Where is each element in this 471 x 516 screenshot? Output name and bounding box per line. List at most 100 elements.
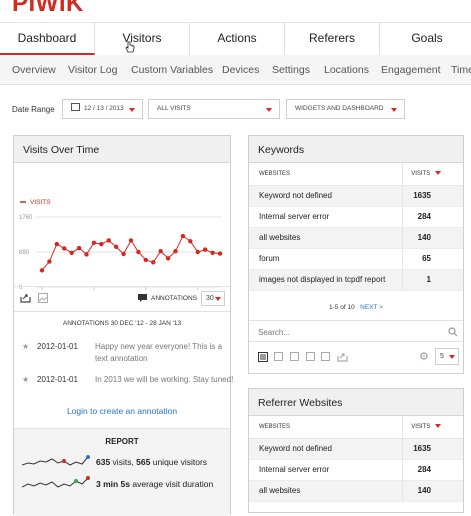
search-input[interactable]: [258, 325, 438, 339]
subnav-visitor-log[interactable]: Visitor Log: [68, 64, 118, 76]
avg-duration: 3 min 5s: [96, 479, 131, 489]
segment-select[interactable]: ALL VISITS: [148, 99, 280, 119]
annotations-panel: ANNOTATIONS 30 DEC '12 - 28 JAN '13 ★ 20…: [14, 311, 233, 429]
column-header-label[interactable]: WEBSITES: [249, 163, 403, 186]
subnav-custom-variables[interactable]: Custom Variables: [131, 64, 214, 76]
tab-goals[interactable]: Goals: [380, 23, 471, 55]
avg-duration-unit: average visit duration: [130, 479, 214, 489]
report-panel: REPORT 635 visits, 565 unique visitors 3…: [14, 428, 230, 516]
keywords-widget: Keywords WEBSITES VISITS Keyword not def…: [248, 135, 464, 374]
annotation-icon: [138, 294, 147, 302]
visits-data-point: [151, 260, 156, 265]
column-header-label[interactable]: WEBSITES: [249, 416, 403, 439]
visits-count: 635: [96, 457, 111, 467]
star-icon[interactable]: ★: [22, 375, 30, 384]
login-link[interactable]: Login to create an annotation: [66, 406, 178, 416]
visits-data-point: [136, 249, 141, 255]
visits-data-point: [158, 249, 163, 254]
subnav-locations[interactable]: Locations: [324, 64, 369, 76]
row-visits: 140: [402, 227, 463, 249]
widget-title[interactable]: Referrer Websites: [249, 389, 463, 416]
visits-unit: visits,: [110, 457, 137, 467]
tab-actions[interactable]: Actions: [190, 23, 285, 55]
annotations-button[interactable]: ANNOTATIONS: [151, 295, 197, 302]
unique-visitors-unit: unique visitors: [150, 457, 208, 467]
export-icon[interactable]: [20, 293, 31, 303]
visits-data-point: [47, 259, 52, 264]
visits-data-point: [99, 241, 104, 247]
pie-chart-icon[interactable]: [306, 352, 315, 361]
visits-stat: 635 visits, 565 unique visitors: [96, 457, 207, 467]
limit-select[interactable]: 5: [435, 348, 459, 365]
table-row[interactable]: all websites 140: [249, 227, 463, 249]
limit-value: 5: [440, 353, 444, 360]
image-icon[interactable]: [38, 293, 48, 303]
bar-chart-icon[interactable]: [290, 352, 299, 361]
visits-data-point: [195, 249, 200, 255]
subnav-overview[interactable]: Overview: [12, 64, 56, 76]
gear-icon[interactable]: ⚙: [419, 351, 429, 363]
date-value: 12 / 13 / 2013: [84, 105, 124, 112]
period-value: 30: [206, 295, 214, 302]
search-row: [249, 320, 463, 342]
row-visits: 1635: [402, 185, 463, 207]
search-icon[interactable]: [448, 327, 458, 337]
tab-visitors[interactable]: Visitors: [95, 23, 190, 55]
chevron-down-icon: [129, 108, 135, 112]
visits-data-point: [165, 256, 171, 261]
visits-data-point: [69, 250, 74, 255]
visits-data-point: [202, 247, 208, 252]
next-page-link[interactable]: NEXT >: [360, 304, 383, 311]
table-row[interactable]: Keyword not defined 1635: [249, 185, 463, 207]
widgets-select[interactable]: WIDGETS AND DASHBOARD: [286, 99, 405, 119]
subnav-devices[interactable]: Devices: [222, 64, 260, 76]
visits-data-point: [210, 250, 215, 255]
table-row[interactable]: Internal server error 284: [249, 206, 463, 228]
row-visits: 284: [402, 459, 463, 481]
chevron-down-icon: [215, 297, 221, 301]
date-range-label: Date Range: [12, 105, 55, 114]
visits-data-point: [128, 238, 134, 243]
row-visits: 1635: [402, 438, 463, 460]
period-select[interactable]: 30: [201, 291, 225, 306]
visits-data-point: [39, 268, 45, 273]
chevron-down-icon: [391, 108, 397, 112]
table-row[interactable]: all websites 140: [249, 480, 463, 502]
table-more-icon[interactable]: [274, 352, 283, 361]
widget-title[interactable]: Keywords: [249, 136, 463, 163]
visits-data-point: [173, 249, 178, 254]
referrer-websites-widget: Referrer Websites WEBSITES VISITS Keywor…: [248, 388, 464, 513]
subnav-time[interactable]: Time: [451, 64, 471, 76]
tag-cloud-icon[interactable]: [321, 352, 330, 361]
table-row[interactable]: forum 65: [249, 248, 463, 270]
table-row[interactable]: images not displayed in tcpdf report 1: [249, 269, 463, 291]
row-label: Keyword not defined: [249, 438, 403, 460]
column-header-visits[interactable]: VISITS: [402, 163, 463, 186]
column-header-visits[interactable]: VISITS: [402, 416, 463, 439]
tab-dashboard[interactable]: Dashboard: [0, 23, 95, 55]
export-icon[interactable]: [337, 352, 348, 362]
table-row[interactable]: Internal server error 284: [249, 459, 463, 481]
date-picker[interactable]: 12 / 13 / 2013: [62, 99, 143, 119]
visits-data-point: [54, 241, 60, 247]
visits-line-chart[interactable]: VISITS17608800SAT 29 DECSAT 5 JANSAT 12 …: [14, 163, 230, 300]
annotation-item: ★ 2012-01-01 In 2013 we will be working.…: [22, 374, 233, 400]
subnav-settings[interactable]: Settings: [272, 64, 310, 76]
chart-toolbar: ANNOTATIONS 30: [14, 286, 230, 311]
tab-referers[interactable]: Referers: [285, 23, 380, 55]
star-icon[interactable]: ★: [22, 342, 30, 351]
y-tick-label: 880: [19, 250, 30, 256]
annotation-note: In 2013 we will be working. Stay tuned!: [95, 375, 234, 384]
table-row[interactable]: Keyword not defined 1635: [249, 438, 463, 460]
subnav-engagement[interactable]: Engagement: [381, 64, 441, 76]
visits-over-time-widget: Visits Over Time VISITS17608800SAT 29 DE…: [13, 135, 233, 516]
visits-data-point: [76, 245, 82, 251]
chevron-down-icon: [449, 355, 455, 359]
pagination-range: 1-5 of 10: [329, 304, 355, 311]
referrer-table: WEBSITES VISITS Keyword not defined 1635 …: [249, 416, 463, 502]
table-view-icon[interactable]: [258, 352, 268, 362]
piwik-logo[interactable]: PIWIK: [12, 0, 84, 14]
row-label: all websites: [249, 227, 403, 249]
widget-title[interactable]: Visits Over Time: [14, 136, 230, 163]
main-tabs: Dashboard Visitors Actions Referers Goal…: [0, 22, 471, 55]
